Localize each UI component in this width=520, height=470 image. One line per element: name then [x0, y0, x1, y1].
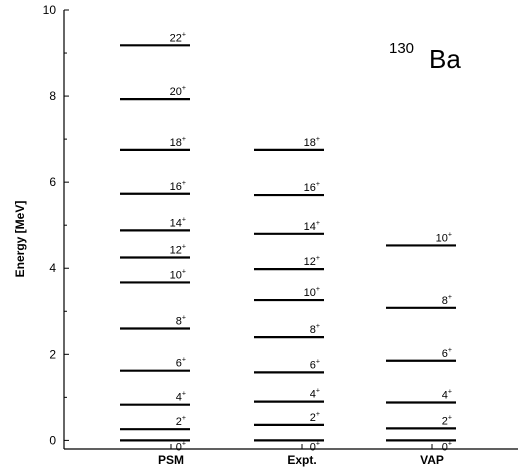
y-tick-label: 6 — [49, 175, 56, 189]
spin-label: 0+ — [176, 440, 186, 453]
y-axis-label: Energy [MeV] — [13, 201, 27, 278]
y-tick-label: 8 — [49, 89, 56, 103]
spin-label: 4+ — [310, 388, 320, 401]
level-column: 0+ 2+ 4+ 6+ 8+ 10+ 12+ 14+ 16+ 18+ 20+ 22+ — [120, 31, 190, 453]
spin-label: 8+ — [442, 294, 452, 307]
spin-label: 20+ — [170, 85, 186, 98]
nucleus-symbol: Ba — [429, 44, 461, 74]
spin-label: 6+ — [176, 357, 186, 370]
level-column: 0+ 2+ 4+ 6+ 8+ 10+ 12+ 14+ 16+ 18+ — [254, 136, 324, 453]
y-tick-label: 4 — [49, 261, 56, 275]
spin-label: 6+ — [310, 358, 320, 371]
spin-label: 16+ — [170, 180, 186, 193]
spin-label: 18+ — [170, 136, 186, 149]
spin-label: 2+ — [442, 414, 452, 427]
axes: 0 2 4 6 8 10 PSM Expt. VAP — [43, 3, 518, 467]
spin-label: 22+ — [170, 31, 186, 44]
spin-label: 8+ — [310, 323, 320, 336]
spin-label: 18+ — [304, 136, 320, 149]
spin-label: 10+ — [170, 268, 186, 281]
spin-label: 10+ — [436, 231, 452, 244]
x-category-label: PSM — [158, 453, 184, 467]
y-tick-label: 10 — [43, 3, 57, 17]
nucleus-label: 130 Ba — [389, 40, 461, 74]
y-tick-label: 2 — [49, 347, 56, 361]
level-column: 0+ 2+ 4+ 6+ 8+ 10+ — [386, 231, 456, 453]
spin-label: 2+ — [176, 415, 186, 428]
spin-label: 4+ — [176, 391, 186, 404]
nucleus-mass-number: 130 — [389, 40, 414, 57]
level-groups: 0+ 2+ 4+ 6+ 8+ 10+ 12+ 14+ 16+ 18+ 20+ 22+ 0+ 2+ 4+ 6+ 8… — [120, 31, 456, 453]
spin-label: 4+ — [442, 389, 452, 402]
spin-label: 8+ — [176, 314, 186, 327]
spin-label: 12+ — [170, 243, 186, 256]
spin-label: 0+ — [442, 440, 452, 453]
y-tick-label: 0 — [49, 433, 56, 447]
spin-label: 12+ — [304, 255, 320, 268]
x-category-label: VAP — [420, 453, 444, 467]
spin-label: 6+ — [442, 347, 452, 360]
spin-label: 2+ — [310, 411, 320, 424]
x-category-label: Expt. — [287, 453, 316, 467]
spin-label: 16+ — [304, 181, 320, 194]
spin-label: 14+ — [170, 216, 186, 229]
spin-label: 14+ — [304, 220, 320, 233]
spin-label: 10+ — [304, 286, 320, 299]
spin-label: 0+ — [310, 440, 320, 453]
